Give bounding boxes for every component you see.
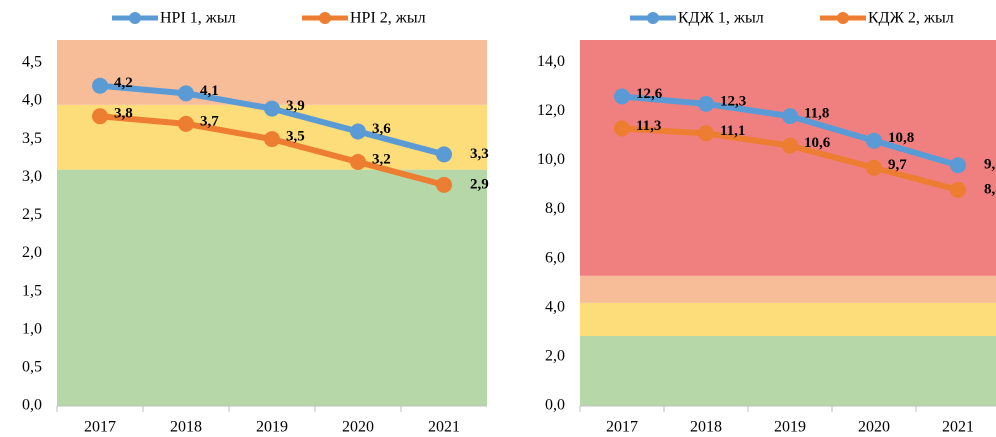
threshold-band bbox=[580, 335, 996, 406]
data-point bbox=[436, 146, 452, 163]
data-point bbox=[178, 85, 194, 102]
x-tick-label: 2021 bbox=[942, 419, 974, 436]
x-tick-label: 2019 bbox=[774, 419, 806, 436]
legend-marker bbox=[837, 12, 849, 24]
y-tick-label: 2,5 bbox=[22, 206, 42, 223]
x-tick-label: 2020 bbox=[858, 419, 890, 436]
data-point bbox=[350, 154, 366, 170]
data-point bbox=[950, 157, 966, 174]
legend-label: НРІ 1, жыл bbox=[160, 10, 236, 27]
data-point bbox=[350, 123, 366, 140]
y-tick-label: 6,0 bbox=[545, 249, 565, 266]
y-tick-label: 4,5 bbox=[22, 54, 42, 71]
data-label: 11,3 bbox=[636, 118, 661, 134]
legend-marker bbox=[319, 12, 331, 24]
data-point bbox=[782, 137, 798, 154]
data-label: 9,8 bbox=[984, 157, 996, 173]
legend-label: КДЖ 2, жыл bbox=[868, 10, 954, 27]
data-label: 10,6 bbox=[804, 135, 831, 151]
y-tick-label: 14,0 bbox=[537, 53, 565, 70]
x-tick-label: 2018 bbox=[170, 419, 202, 436]
y-tick-label: 8,0 bbox=[545, 200, 565, 217]
y-tick-label: 2,0 bbox=[22, 244, 42, 261]
data-point bbox=[866, 159, 882, 176]
data-label: 4,2 bbox=[114, 75, 133, 91]
y-tick-label: 4,0 bbox=[22, 92, 42, 109]
y-tick-label: 0,0 bbox=[22, 397, 42, 414]
data-label: 4,1 bbox=[200, 83, 219, 99]
y-tick-label: 0,5 bbox=[22, 359, 42, 376]
data-label: 12,6 bbox=[636, 86, 663, 102]
data-point bbox=[92, 77, 108, 94]
legend-label: КДЖ 1, жыл bbox=[678, 10, 764, 27]
data-label: 10,8 bbox=[888, 130, 914, 146]
data-point bbox=[698, 125, 714, 142]
data-point bbox=[698, 95, 714, 112]
y-tick-label: 12,0 bbox=[537, 102, 565, 119]
data-label: 9,7 bbox=[888, 157, 907, 173]
data-label: 3,6 bbox=[372, 121, 391, 137]
y-tick-label: 1,5 bbox=[22, 282, 42, 299]
legend-marker bbox=[647, 12, 659, 24]
data-point bbox=[92, 108, 108, 125]
data-point bbox=[866, 132, 882, 149]
y-tick-label: 10,0 bbox=[537, 151, 565, 168]
legend-marker bbox=[129, 12, 141, 24]
data-label: 8,8 bbox=[984, 181, 996, 197]
data-label: 3,7 bbox=[200, 113, 219, 129]
data-label: 11,1 bbox=[720, 123, 745, 139]
x-tick-label: 2017 bbox=[606, 419, 638, 436]
data-label: 12,3 bbox=[720, 93, 746, 109]
data-point bbox=[614, 88, 630, 105]
data-point bbox=[264, 131, 280, 148]
data-point bbox=[264, 100, 280, 117]
threshold-band bbox=[57, 40, 487, 105]
threshold-band bbox=[57, 169, 487, 406]
x-tick-label: 2018 bbox=[690, 419, 722, 436]
threshold-band bbox=[580, 275, 996, 303]
threshold-band bbox=[580, 302, 996, 336]
data-point bbox=[436, 176, 452, 193]
data-label: 3,5 bbox=[286, 129, 305, 145]
y-tick-label: 1,0 bbox=[22, 320, 42, 337]
x-tick-label: 2019 bbox=[256, 419, 288, 436]
y-tick-label: 4,0 bbox=[545, 298, 565, 315]
data-point bbox=[178, 115, 194, 132]
data-label: 3,9 bbox=[286, 98, 305, 114]
data-point bbox=[614, 120, 630, 137]
y-tick-label: 3,0 bbox=[22, 168, 42, 185]
data-point bbox=[950, 181, 966, 198]
data-label: 11,8 bbox=[804, 106, 829, 122]
data-label: 3,8 bbox=[114, 106, 133, 122]
y-tick-label: 3,5 bbox=[22, 130, 42, 147]
data-label: 3,3 bbox=[470, 146, 489, 162]
legend-label: НРІ 2, жыл bbox=[350, 10, 426, 27]
x-tick-label: 2017 bbox=[84, 419, 116, 436]
data-label: 2,9 bbox=[470, 176, 489, 192]
y-tick-label: 2,0 bbox=[545, 348, 565, 365]
y-tick-label: 0,0 bbox=[545, 397, 565, 414]
x-tick-label: 2020 bbox=[342, 419, 374, 436]
x-tick-label: 2021 bbox=[428, 419, 460, 436]
data-point bbox=[782, 108, 798, 125]
data-label: 3,2 bbox=[372, 151, 391, 167]
